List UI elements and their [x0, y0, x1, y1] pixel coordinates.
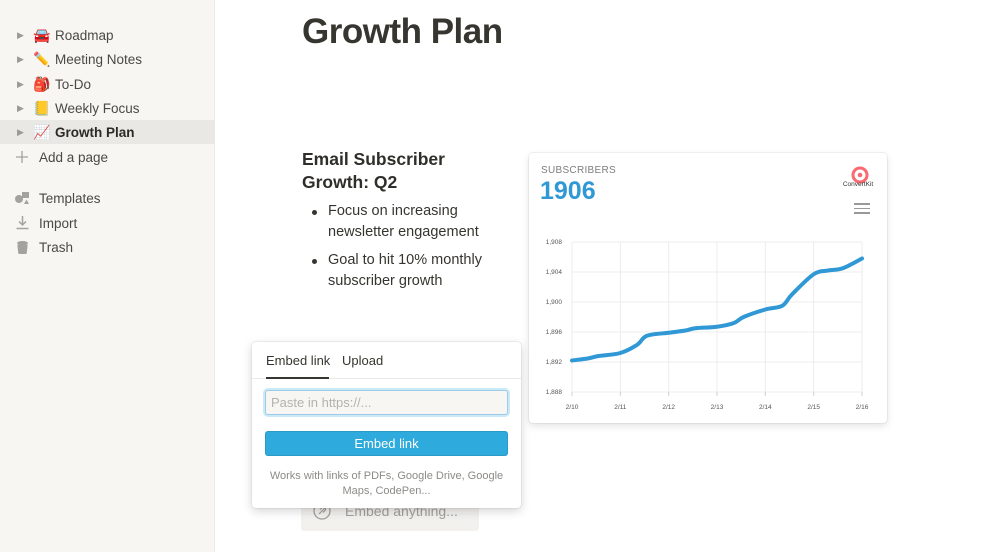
y-tick-label: 1,900: [546, 299, 563, 306]
menu-icon[interactable]: [854, 203, 870, 214]
sidebar-trash[interactable]: Trash: [0, 235, 215, 259]
import-label: Import: [39, 215, 78, 231]
sidebar-item-growth-plan[interactable]: ▶ 📈 Growth Plan: [0, 120, 215, 144]
y-tick-label: 1,888: [546, 389, 563, 396]
chart-caption: SUBSCRIBERS: [541, 165, 616, 176]
convertkit-logo-icon: [851, 166, 869, 184]
x-tick-label: 2/12: [662, 404, 675, 411]
y-tick-label: 1,892: [546, 359, 563, 366]
backpack-emoji-icon: 🎒: [33, 76, 51, 92]
trash-icon: [14, 239, 30, 255]
page-title: Growth Plan: [302, 12, 503, 51]
bullet-item: Focus on increasing newsletter engagemen…: [309, 201, 484, 243]
sidebar-import[interactable]: Import: [0, 211, 215, 235]
templates-icon: [14, 190, 30, 206]
tab-divider: [252, 378, 521, 379]
y-tick-label: 1,896: [546, 329, 563, 336]
sidebar-item-label: Roadmap: [55, 27, 114, 43]
subscriber-count: 1906: [540, 177, 596, 205]
sidebar-item-label: Growth Plan: [55, 124, 135, 140]
embed-link-button[interactable]: Embed link: [265, 431, 508, 456]
y-tick-label: 1,904: [546, 269, 563, 276]
expand-arrow-icon[interactable]: ▶: [17, 29, 24, 40]
x-tick-label: 2/14: [759, 404, 772, 411]
expand-arrow-icon[interactable]: ▶: [17, 102, 24, 113]
sidebar-item-roadmap[interactable]: ▶ 🚘 Roadmap: [0, 23, 215, 47]
subscribers-chart-card: SUBSCRIBERS 1906 ConvertKit 1,888 1,892 1,…: [529, 153, 887, 423]
notebook-emoji-icon: 📒: [33, 100, 51, 116]
url-input[interactable]: [265, 390, 508, 415]
templates-label: Templates: [39, 190, 101, 206]
x-tick-label: 2/15: [807, 404, 820, 411]
sidebar: ▶ 🚘 Roadmap ▶ ✏️ Meeting Notes ▶ 🎒 To-Do…: [0, 0, 215, 552]
sidebar-item-label: To-Do: [55, 76, 92, 92]
x-tick-label: 2/16: [856, 404, 869, 411]
series-line: [570, 256, 864, 363]
add-page-button[interactable]: Add a page: [0, 145, 215, 169]
bullet-list: Focus on increasing newsletter engagemen…: [309, 201, 484, 299]
line-chart: 1,888 1,892 1,896 1,900 1,904 1,908 2/10 2/11 2/…: [546, 239, 869, 411]
sidebar-item-meeting-notes[interactable]: ▶ ✏️ Meeting Notes: [0, 47, 215, 71]
tab-upload[interactable]: Upload: [342, 353, 384, 368]
expand-arrow-icon[interactable]: ▶: [17, 78, 24, 89]
bullet-item: Goal to hit 10% monthly subscriber growt…: [309, 250, 484, 292]
x-tick-label: 2/13: [711, 404, 724, 411]
x-tick-label: 2/11: [614, 404, 627, 411]
pencil-emoji-icon: ✏️: [33, 51, 51, 67]
car-emoji-icon: 🚘: [33, 27, 51, 43]
sidebar-item-weekly-focus[interactable]: ▶ 📒 Weekly Focus: [0, 96, 215, 120]
active-tab-indicator: [266, 377, 329, 379]
section-heading: Email Subscriber Growth: Q2: [302, 149, 445, 192]
add-page-label: Add a page: [39, 149, 109, 165]
sidebar-item-label: Meeting Notes: [55, 51, 143, 67]
supported-links-note: Works with links of PDFs, Google Drive, …: [269, 470, 504, 497]
trash-label: Trash: [39, 239, 74, 255]
embed-popover: Embed link Upload Embed link Works with …: [252, 342, 521, 508]
y-tick-label: 1,908: [546, 239, 563, 246]
plus-icon: [14, 149, 30, 165]
import-icon: [14, 215, 30, 231]
sidebar-templates[interactable]: Templates: [0, 186, 215, 210]
sidebar-item-label: Weekly Focus: [55, 100, 140, 116]
tab-embed-link[interactable]: Embed link: [266, 353, 331, 368]
x-tick-label: 2/10: [566, 404, 579, 411]
chart-emoji-icon: 📈: [33, 124, 51, 140]
brand-name: ConvertKit: [842, 181, 874, 188]
expand-arrow-icon[interactable]: ▶: [17, 53, 24, 64]
expand-arrow-icon[interactable]: ▶: [17, 126, 24, 137]
sidebar-item-to-do[interactable]: ▶ 🎒 To-Do: [0, 72, 215, 96]
